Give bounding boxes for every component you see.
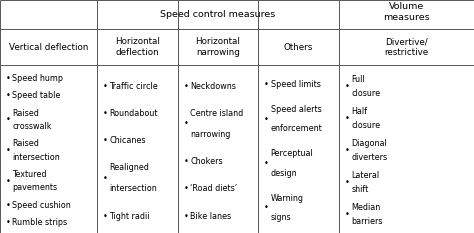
Text: design: design (271, 169, 297, 178)
Text: •: • (183, 185, 188, 193)
Text: Warning: Warning (271, 194, 304, 203)
Text: Horizontal
deflection: Horizontal deflection (115, 37, 160, 57)
Text: closure: closure (351, 89, 380, 98)
Text: Diagonal: Diagonal (351, 139, 387, 148)
Text: Textured: Textured (12, 170, 47, 179)
Text: •: • (6, 146, 10, 155)
Text: •: • (103, 109, 108, 118)
Text: Raised: Raised (12, 139, 39, 148)
Text: Neckdowns: Neckdowns (190, 82, 236, 91)
Text: Chicanes: Chicanes (109, 136, 146, 145)
Text: •: • (6, 74, 10, 83)
Text: Bike lanes: Bike lanes (190, 212, 231, 221)
Text: •: • (6, 218, 10, 227)
Text: Vertical deflection: Vertical deflection (9, 43, 88, 52)
Text: •: • (183, 157, 188, 166)
Text: •: • (6, 177, 10, 185)
Text: Others: Others (284, 43, 313, 52)
Text: Raised: Raised (12, 109, 39, 118)
Text: •: • (345, 178, 349, 187)
Text: •: • (264, 159, 269, 168)
Text: Horizontal
narrowing: Horizontal narrowing (196, 37, 240, 57)
Text: •: • (103, 212, 108, 221)
Text: pavements: pavements (12, 183, 57, 192)
Text: •: • (183, 82, 188, 91)
Text: •: • (103, 174, 108, 183)
Text: closure: closure (351, 121, 380, 130)
Text: •: • (6, 91, 10, 100)
Text: •: • (264, 115, 269, 124)
Text: Speed alerts: Speed alerts (271, 105, 321, 114)
Text: •: • (264, 203, 269, 212)
Text: •: • (6, 115, 10, 124)
Text: diverters: diverters (351, 153, 387, 162)
Text: •: • (183, 212, 188, 221)
Text: Realigned: Realigned (109, 164, 149, 172)
Text: •: • (345, 146, 349, 155)
Text: Traffic circle: Traffic circle (109, 82, 158, 91)
Text: barriers: barriers (351, 217, 383, 226)
Text: crosswalk: crosswalk (12, 122, 52, 131)
Text: Roundabout: Roundabout (109, 109, 158, 118)
Text: Tight radii: Tight radii (109, 212, 150, 221)
Text: •: • (6, 201, 10, 209)
Text: enforcement: enforcement (271, 124, 322, 133)
Text: Volume
measures: Volume measures (383, 2, 430, 22)
Text: •: • (264, 80, 269, 89)
Text: Speed control measures: Speed control measures (160, 10, 276, 19)
Text: Lateral: Lateral (351, 171, 379, 180)
Text: Rumble strips: Rumble strips (12, 218, 67, 227)
Text: intersection: intersection (109, 185, 157, 193)
Text: signs: signs (271, 213, 292, 222)
Text: Speed cushion: Speed cushion (12, 201, 71, 209)
Text: •: • (103, 136, 108, 145)
Text: Median: Median (351, 203, 381, 212)
Text: •: • (183, 120, 188, 128)
Text: Speed limits: Speed limits (271, 80, 320, 89)
Text: shift: shift (351, 185, 368, 194)
Text: Centre island: Centre island (190, 109, 243, 118)
Text: Perceptual: Perceptual (271, 149, 313, 158)
Text: •: • (103, 82, 108, 91)
Text: Speed hump: Speed hump (12, 74, 64, 83)
Text: narrowing: narrowing (190, 130, 230, 139)
Text: ‘Road diets’: ‘Road diets’ (190, 185, 237, 193)
Text: •: • (345, 82, 349, 91)
Text: intersection: intersection (12, 153, 60, 162)
Text: •: • (345, 114, 349, 123)
Text: Chokers: Chokers (190, 157, 223, 166)
Text: Full: Full (351, 75, 365, 84)
Text: Speed table: Speed table (12, 91, 61, 100)
Text: •: • (345, 210, 349, 219)
Text: Half: Half (351, 107, 367, 116)
Text: Divertive/
restrictive: Divertive/ restrictive (384, 37, 428, 57)
